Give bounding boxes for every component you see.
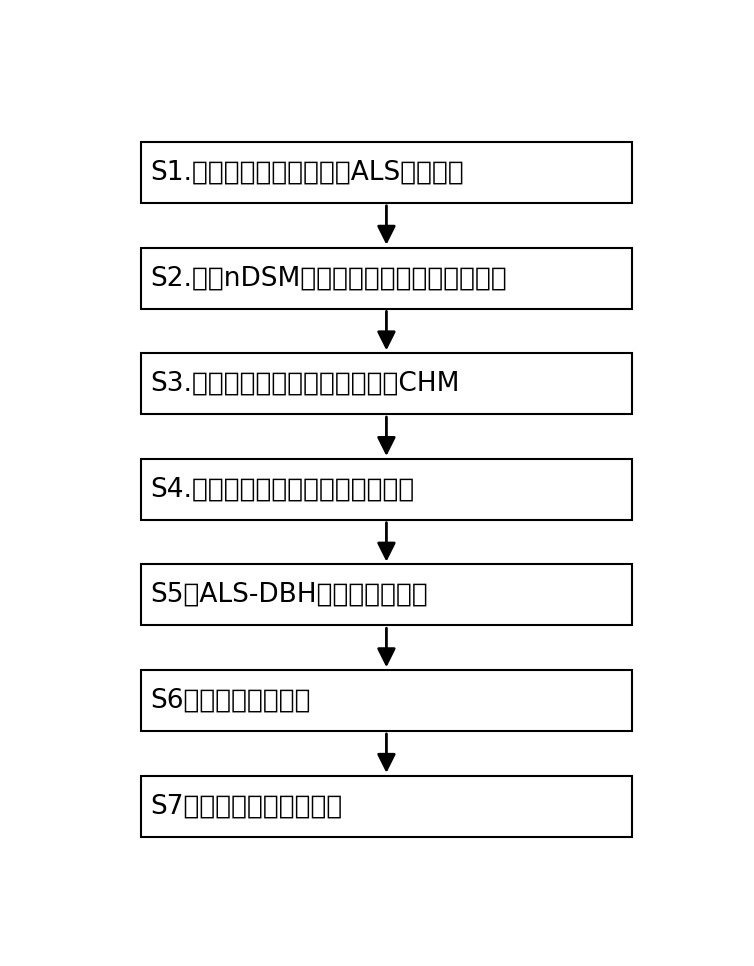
- Text: S3.植被分类，获得树冠高度模型CHM: S3.植被分类，获得树冠高度模型CHM: [150, 371, 459, 397]
- Bar: [141, 247, 632, 308]
- Text: S7创建城市碳存储地图。: S7创建城市碳存储地图。: [150, 793, 342, 819]
- Bar: [141, 459, 632, 520]
- Text: S6、碳含量的预测；: S6、碳含量的预测；: [150, 688, 310, 714]
- Text: S4.获得树木的树冠高度与树冠直径: S4.获得树木的树冠高度与树冠直径: [150, 476, 414, 502]
- Bar: [141, 670, 632, 731]
- Bar: [141, 564, 632, 625]
- Text: S2.获得nDSM数据及各激光通道的强度图像: S2.获得nDSM数据及各激光通道的强度图像: [150, 265, 507, 291]
- Bar: [141, 142, 632, 203]
- Bar: [141, 354, 632, 414]
- Text: S1.获得多个航带的多回波ALS点云数据: S1.获得多个航带的多回波ALS点云数据: [150, 159, 464, 185]
- Text: S5、ALS-DBH回归模型的选择: S5、ALS-DBH回归模型的选择: [150, 582, 428, 608]
- Bar: [141, 776, 632, 837]
